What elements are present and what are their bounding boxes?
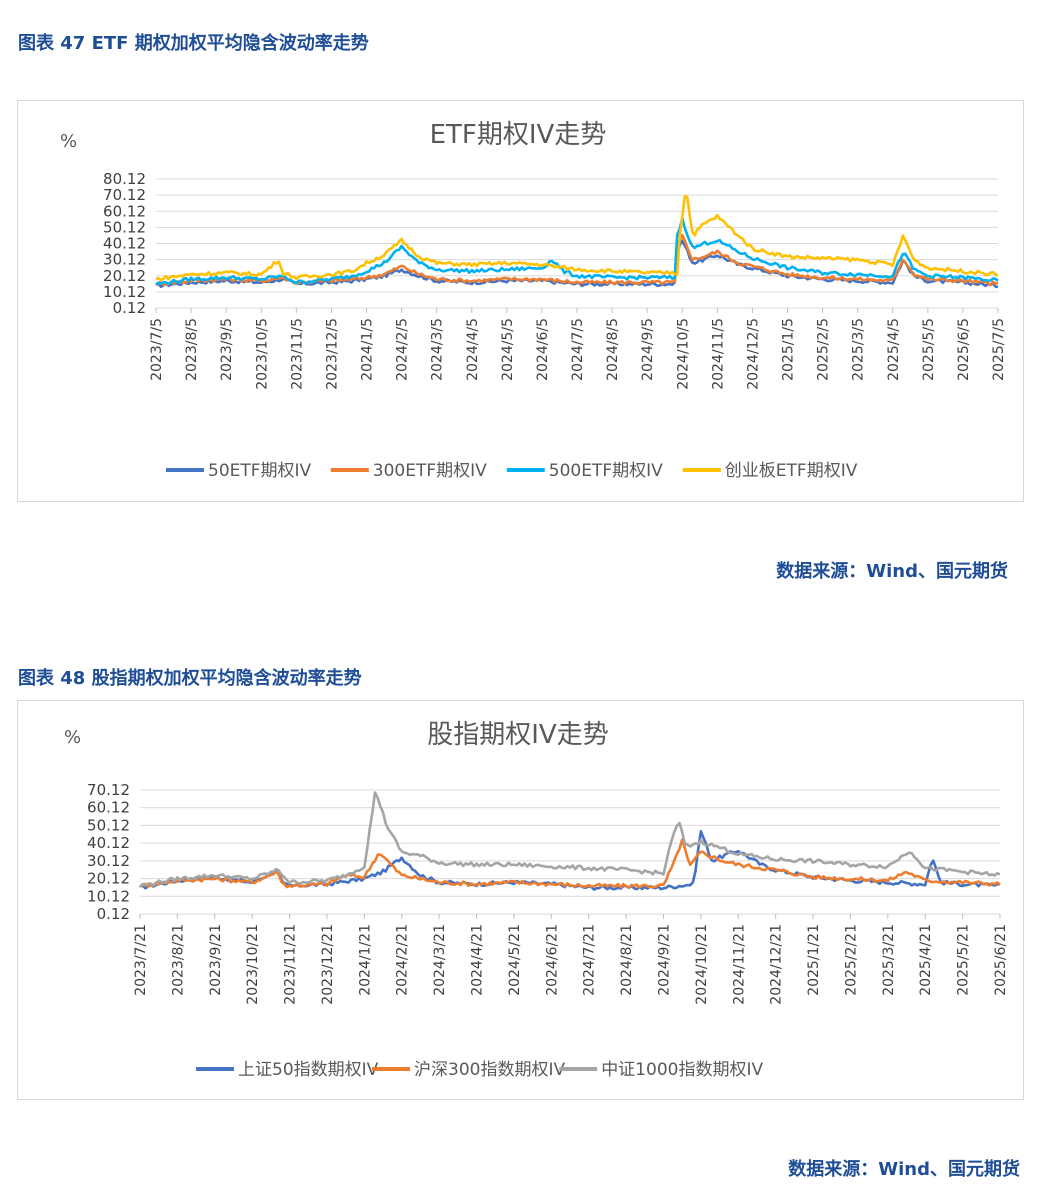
x-tick-label: 2024/4/21	[470, 924, 486, 996]
y-tick-label: 10.12	[103, 283, 146, 301]
x-tick-label: 2025/7/5	[991, 318, 1007, 381]
chart-title: 股指期权IV走势	[427, 720, 608, 750]
etf-iv-chart: ETF期权IV走势% 80.1270.1260.1250.1240.1230.12…	[60, 120, 1007, 481]
x-tick-label: 2024/9/5	[640, 318, 656, 381]
legend-label: 300ETF期权IV	[373, 461, 487, 481]
y-tick-label: 0.12	[97, 905, 130, 923]
y-tick-label: 40.12	[103, 235, 146, 253]
x-tick-label: 2023/10/21	[245, 924, 261, 1005]
y-tick-label: 80.12	[103, 170, 146, 188]
x-tick-label: 2024/4/5	[465, 318, 481, 381]
y-tick-label: 70.12	[103, 186, 146, 204]
x-tick-label: 2025/3/5	[851, 318, 867, 381]
y-tick-label: 60.12	[103, 202, 146, 220]
x-tick-label: 2024/10/5	[675, 318, 691, 390]
x-tick-label: 2025/2/5	[816, 318, 832, 381]
y-tick-label: 30.12	[87, 852, 130, 870]
x-tick-label: 2025/6/5	[956, 318, 972, 381]
y-unit-label: %	[64, 727, 81, 748]
x-tick-label: 2024/9/21	[656, 924, 672, 996]
x-tick-label: 2025/1/5	[781, 318, 797, 381]
y-tick-label: 30.12	[103, 251, 146, 269]
x-tick-label: 2023/10/5	[254, 318, 270, 390]
y-tick-label: 60.12	[87, 799, 130, 817]
x-tick-label: 2024/3/21	[432, 924, 448, 996]
x-tick-label: 2024/2/21	[395, 924, 411, 996]
index-iv-chart-panel: 股指期权IV走势% 70.12 60.12 50.12 40.12 30.12 20.12 1…	[17, 700, 1024, 1100]
x-tick-label: 2025/6/21	[993, 924, 1009, 996]
y-tick-label: 50.12	[87, 816, 130, 834]
legend-label: 沪深300指数期权IV	[414, 1060, 565, 1080]
y-tick-label: 20.12	[87, 870, 130, 888]
series-line	[155, 233, 999, 287]
figure-47-title: 图表 47 ETF 期权加权平均隐含波动率走势	[18, 33, 369, 54]
x-tick-label: 2024/5/5	[500, 318, 516, 381]
x-tick-label: 2024/5/21	[507, 924, 523, 996]
etf-iv-chart-panel: ETF期权IV走势% 80.12 70.12 60.12 50.12 40.12 30.12…	[17, 100, 1024, 502]
legend-label: 500ETF期权IV	[549, 461, 663, 481]
series-line	[155, 216, 999, 286]
series-line	[139, 838, 1001, 889]
x-tick-label: 2023/7/5	[149, 318, 165, 381]
x-tick-label: 2023/8/5	[184, 318, 200, 381]
y-tick-label: 70.12	[87, 781, 130, 799]
x-tick-label: 2023/9/21	[208, 924, 224, 996]
x-tick-label: 2023/9/5	[219, 318, 235, 381]
x-tick-label: 2023/8/21	[170, 924, 186, 996]
x-tick-label: 2024/10/21	[694, 924, 710, 1005]
figure-48-source: 数据来源：Wind、国元期货	[788, 1159, 1020, 1180]
x-tick-label: 2025/3/21	[881, 924, 897, 996]
x-tick-label: 2024/8/21	[619, 924, 635, 996]
legend-label: 创业板ETF期权IV	[725, 461, 858, 481]
legend-label: 中证1000指数期权IV	[601, 1060, 763, 1080]
x-tick-label: 2024/6/5	[535, 318, 551, 381]
x-tick-label: 2025/2/21	[843, 924, 859, 996]
x-tick-label: 2024/7/21	[582, 924, 598, 996]
x-tick-label: 2025/4/21	[918, 924, 934, 996]
x-tick-label: 2024/1/21	[357, 924, 373, 996]
x-tick-label: 2024/11/5	[710, 318, 726, 390]
y-tick-label: 0.12	[113, 299, 146, 317]
x-tick-label: 2025/5/21	[956, 924, 972, 996]
index-iv-chart: 股指期权IV走势% 70.1260.1250.1240.1230.1220.121…	[64, 720, 1009, 1080]
y-tick-label: 40.12	[87, 834, 130, 852]
x-tick-label: 2024/12/21	[769, 924, 785, 1005]
x-tick-label: 2023/11/21	[283, 924, 299, 1005]
x-tick-label: 2023/7/21	[133, 924, 149, 996]
series-line	[155, 194, 999, 282]
x-tick-label: 2024/8/5	[605, 318, 621, 381]
chart-title: ETF期权IV走势	[430, 120, 607, 150]
figure-48-title: 图表 48 股指期权加权平均隐含波动率走势	[18, 668, 362, 689]
legend-label: 50ETF期权IV	[208, 461, 312, 481]
x-tick-label: 2024/7/5	[570, 318, 586, 381]
y-tick-label: 10.12	[87, 887, 130, 905]
x-tick-label: 2025/1/21	[806, 924, 822, 996]
x-tick-label: 2024/12/5	[745, 318, 761, 390]
y-unit-label: %	[60, 131, 77, 152]
figure-47-source: 数据来源：Wind、国元期货	[776, 561, 1008, 582]
x-tick-label: 2023/12/21	[320, 924, 336, 1005]
x-tick-label: 2024/3/5	[430, 318, 446, 381]
x-tick-label: 2023/12/5	[324, 318, 340, 390]
x-tick-label: 2024/1/5	[360, 318, 376, 381]
y-tick-label: 50.12	[103, 218, 146, 236]
x-tick-label: 2024/11/21	[731, 924, 747, 1005]
y-tick-label: 20.12	[103, 267, 146, 285]
x-tick-label: 2025/5/5	[921, 318, 937, 381]
x-tick-label: 2025/4/5	[886, 318, 902, 381]
x-tick-label: 2024/2/5	[395, 318, 411, 381]
series-line	[139, 791, 1001, 888]
x-tick-label: 2024/6/21	[544, 924, 560, 996]
legend-label: 上证50指数期权IV	[238, 1060, 379, 1080]
x-tick-label: 2023/11/5	[289, 318, 305, 390]
